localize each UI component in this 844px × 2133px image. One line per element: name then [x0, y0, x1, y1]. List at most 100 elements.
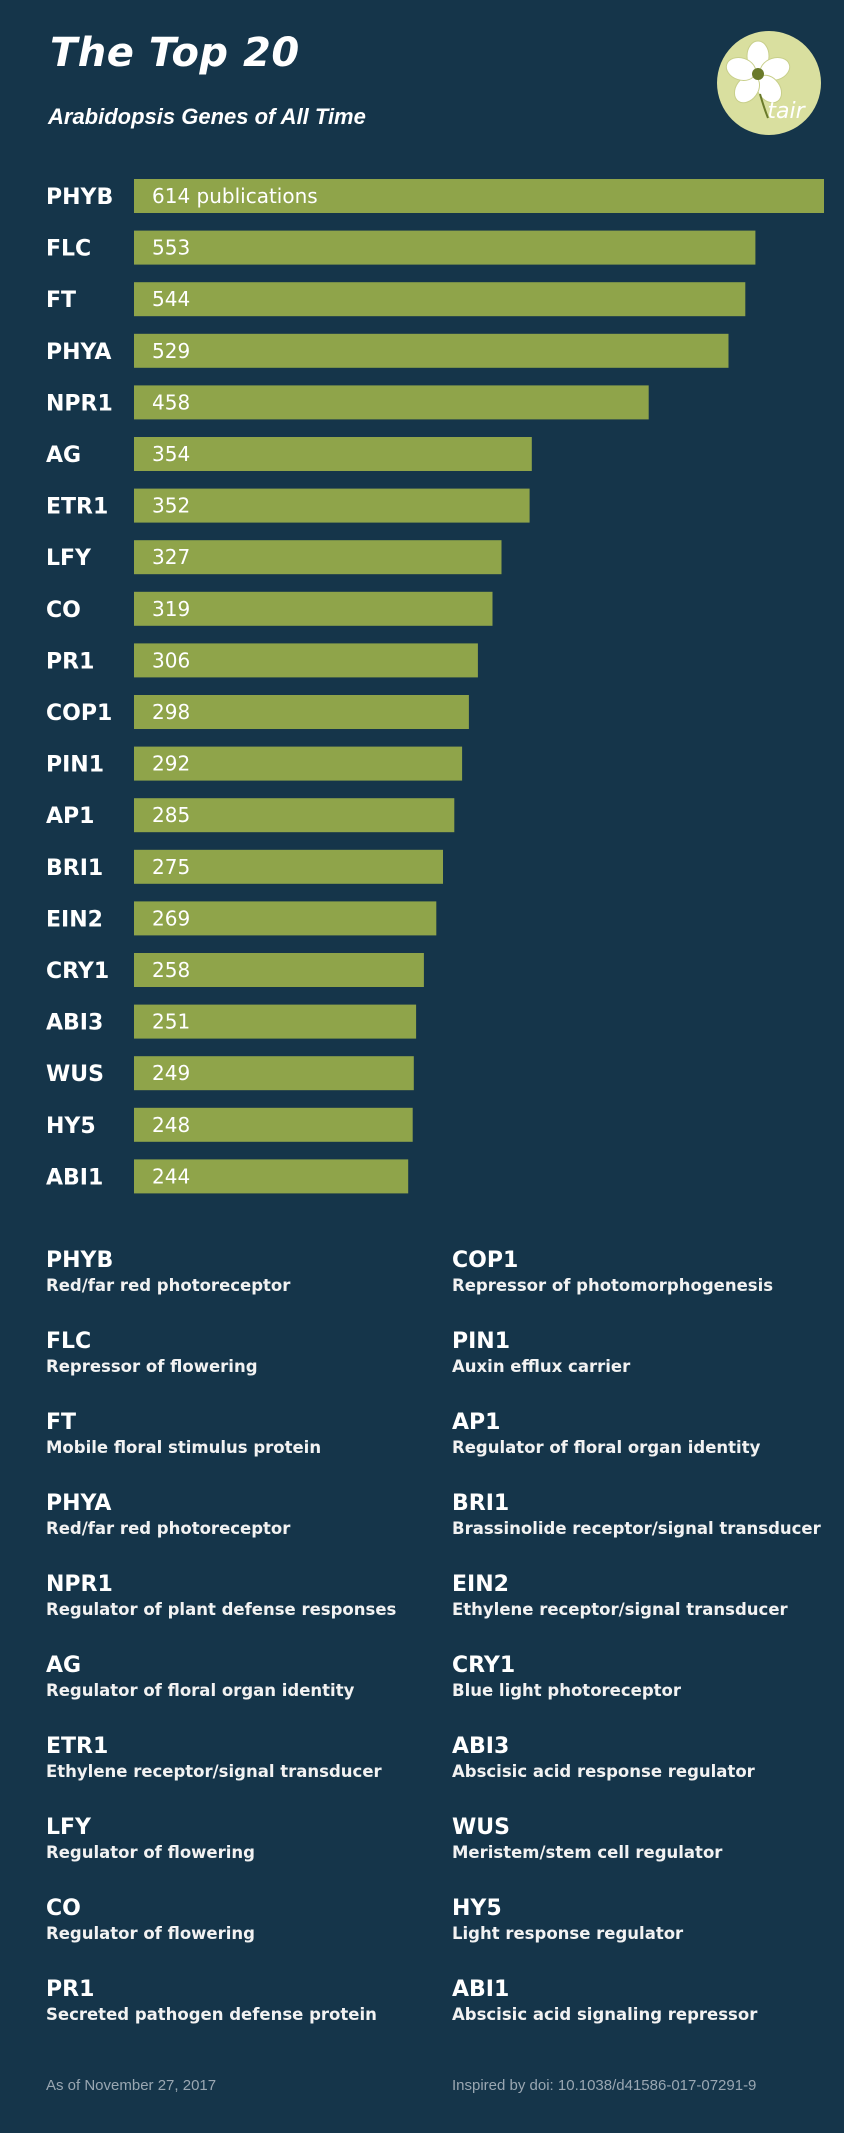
- legend-gene-description: Regulator of flowering: [46, 1843, 255, 1862]
- bar-npr1: [134, 385, 649, 420]
- bar-ag: [134, 437, 532, 471]
- legend-gene-description: Red/far red photoreceptor: [46, 1519, 291, 1538]
- flower-icon: [725, 40, 791, 119]
- bar-cop1: [134, 695, 469, 729]
- footer-source: Inspired by doi: 10.1038/d41586-017-0729…: [452, 2077, 757, 2094]
- data-label: 285: [152, 803, 190, 827]
- legend-gene-name: FT: [46, 1410, 77, 1435]
- legend-item: CO Regulator of flowering: [46, 1896, 255, 1946]
- legend-gene-name: ABI3: [452, 1734, 510, 1759]
- legend-item: PHYB Red/far red photoreceptor: [46, 1248, 290, 1298]
- category-label: ETR1: [46, 495, 108, 520]
- tair-logo: tair: [717, 31, 821, 135]
- data-label: 251: [152, 1010, 190, 1034]
- category-label: HY5: [46, 1114, 96, 1139]
- legend-gene-name: COP1: [452, 1248, 519, 1273]
- legend-gene-name: AP1: [452, 1410, 501, 1435]
- category-label: COP1: [46, 701, 112, 726]
- legend-gene-name: HY5: [452, 1896, 502, 1921]
- legend-gene-name: CO: [46, 1896, 81, 1921]
- data-label: 244: [152, 1164, 190, 1188]
- data-label: 354: [152, 442, 190, 466]
- legend-item: BRI1 Brassinolide receptor/signal transdu…: [452, 1491, 821, 1541]
- category-label: AG: [46, 443, 81, 468]
- bar-cry1: [134, 953, 424, 987]
- category-label: CRY1: [46, 959, 109, 984]
- legend-item: PIN1 Auxin efflux carrier: [452, 1329, 630, 1379]
- category-label: FT: [46, 288, 76, 313]
- legend-gene-name: ETR1: [46, 1734, 109, 1759]
- category-label: WUS: [46, 1062, 104, 1087]
- data-label: 275: [152, 855, 190, 879]
- category-label: ABI1: [46, 1165, 103, 1190]
- legend-gene-description: Regulator of plant defense responses: [46, 1600, 397, 1619]
- legend-gene-name: PR1: [46, 1977, 95, 2002]
- legend-gene-name: AG: [46, 1653, 82, 1678]
- category-label: AP1: [46, 804, 94, 829]
- legend-item: COP1 Repressor of photomorphogenesis: [452, 1248, 773, 1298]
- category-label: EIN2: [46, 907, 103, 932]
- category-label: PHYB: [46, 185, 113, 210]
- data-label: 249: [152, 1061, 190, 1085]
- legend-gene-description: Repressor of flowering: [46, 1357, 258, 1376]
- legend-gene-description: Red/far red photoreceptor: [46, 1276, 291, 1295]
- legend-gene-description: Light response regulator: [452, 1924, 684, 1943]
- legend-gene-description: Regulator of floral organ identity: [46, 1681, 355, 1700]
- page-title: The Top 20: [50, 30, 300, 76]
- bar-bri1: [134, 849, 443, 884]
- data-label: 544: [152, 287, 190, 311]
- legend-item: AP1 Regulator of floral organ identity: [452, 1410, 760, 1460]
- legend-gene-description: Regulator of floral organ identity: [452, 1438, 761, 1457]
- legend-gene-description: Repressor of photomorphogenesis: [452, 1276, 774, 1295]
- logo-text: tair: [767, 99, 806, 124]
- data-label: 553: [152, 236, 190, 260]
- data-label: 327: [152, 545, 190, 569]
- page-subtitle: Arabidopsis Genes of All Time: [48, 104, 366, 129]
- bar-ein2: [134, 901, 437, 936]
- legend-gene-name: ABI1: [452, 1977, 510, 2002]
- legend-gene-name: BRI1: [452, 1491, 510, 1516]
- category-label: PHYA: [46, 340, 111, 365]
- legend-gene-description: Ethylene receptor/signal transducer: [46, 1762, 382, 1781]
- legend-item: PHYA Red/far red photoreceptor: [46, 1491, 290, 1541]
- legend-gene-description: Regulator of flowering: [46, 1924, 255, 1943]
- bar-etr1: [134, 488, 530, 523]
- data-label: 298: [152, 700, 190, 724]
- legend-gene-name: LFY: [46, 1815, 91, 1840]
- legend-gene-name: PHYB: [46, 1248, 114, 1273]
- bar-flc: [134, 230, 756, 265]
- legend-gene-description: Ethylene receptor/signal transducer: [452, 1600, 788, 1619]
- bar-lfy: [134, 540, 502, 575]
- bar-chart: PHYB 614 publications FLC 553 FT 544 PHYA 529 NP…: [46, 179, 824, 1194]
- legend-gene-name: CRY1: [452, 1653, 516, 1678]
- legend-item: CRY1 Blue light photoreceptor: [452, 1653, 681, 1703]
- legend-item: EIN2 Ethylene receptor/signal transducer: [452, 1572, 788, 1622]
- legend-item: HY5 Light response regulator: [452, 1896, 683, 1946]
- bar-phya: [134, 333, 729, 368]
- data-label: 458: [152, 390, 190, 414]
- bar-wus: [134, 1056, 414, 1091]
- legend-gene-description: Auxin efflux carrier: [452, 1357, 631, 1376]
- legend-item: NPR1 Regulator of plant defense responses: [46, 1572, 396, 1622]
- category-label: NPR1: [46, 391, 113, 416]
- bar-abi3: [134, 1004, 417, 1039]
- legend-item: PR1 Secreted pathogen defense protein: [46, 1977, 377, 2027]
- legend-gene-description: Mobile floral stimulus protein: [46, 1438, 322, 1457]
- legend-gene-name: EIN2: [452, 1572, 509, 1597]
- legend-gene-description: Meristem/stem cell regulator: [452, 1843, 723, 1862]
- data-label: 529: [152, 339, 190, 363]
- legend-item: AG Regulator of floral organ identity: [46, 1653, 354, 1703]
- data-label: 248: [152, 1113, 190, 1137]
- data-label: 258: [152, 958, 190, 982]
- legend-gene-name: NPR1: [46, 1572, 113, 1597]
- legend-item: ABI3 Abscisic acid response regulator: [452, 1734, 755, 1784]
- legend-gene-name: FLC: [46, 1329, 92, 1354]
- legend-gene-name: PIN1: [452, 1329, 511, 1354]
- category-label: PR1: [46, 649, 94, 674]
- legend-gene-description: Abscisic acid response regulator: [452, 1762, 755, 1781]
- data-label: 614 publications: [152, 184, 318, 208]
- data-label: 352: [152, 494, 190, 518]
- legend-gene-name: PHYA: [46, 1491, 112, 1516]
- bar-abi1: [134, 1159, 409, 1194]
- data-label: 319: [152, 597, 190, 621]
